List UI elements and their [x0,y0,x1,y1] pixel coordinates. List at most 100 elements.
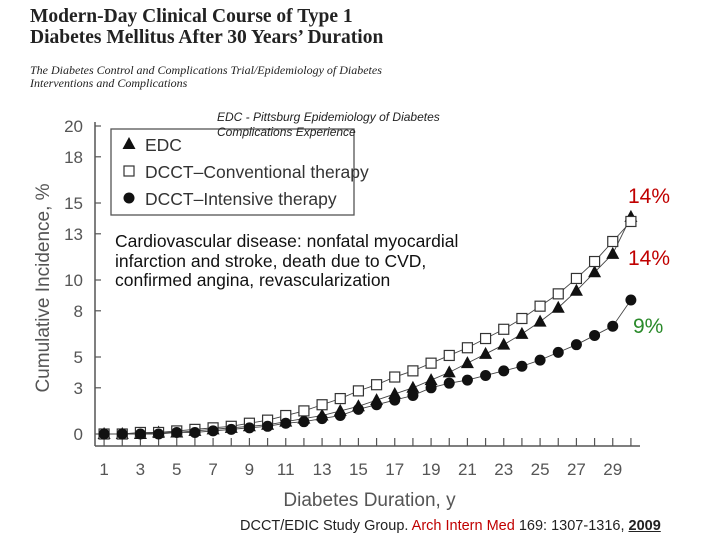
legend-marker-square [123,165,135,177]
data-point-triangle [533,314,547,327]
x-tick-label: 19 [422,460,441,479]
chart-subtitle: The Diabetes Control and Complications T… [30,64,382,90]
data-point-circle [116,428,128,440]
citation-year: 2009 [628,518,661,534]
data-point-square [570,272,583,285]
x-tick-label: 7 [208,460,217,479]
data-point-square [552,288,564,300]
x-tick-label: 5 [172,460,181,479]
y-tick-label: 0 [74,425,83,444]
data-point-square [370,379,383,391]
edc-note: EDC - Pittsburg Epidemiology of Diabetes… [217,110,440,140]
data-point-circle [425,382,437,394]
x-tick-label: 25 [531,460,550,479]
data-point-circle [189,426,201,438]
legend-marker-triangle [122,137,136,149]
data-point-circle [516,360,528,372]
data-point-square [588,255,601,268]
data-point-triangle [515,326,529,339]
data-point-square [389,371,401,383]
data-point-square [298,405,310,417]
x-tick-label: 15 [349,460,368,479]
data-point-circle [243,422,255,434]
data-point-triangle [460,356,474,369]
y-tick-label: 10 [64,271,83,290]
y-tick-label: 20 [64,117,83,136]
data-point-circle [407,390,419,401]
data-point-square [479,332,492,345]
data-point-circle [334,410,346,422]
data-point-triangle [606,246,620,259]
data-point-square [443,349,455,362]
data-point-triangle [497,337,511,350]
title-line-2: Diabetes Mellitus After 30 Years’ Durati… [30,27,384,48]
data-point-square [534,300,546,312]
legend-marker-circle [123,192,135,204]
x-tick-label: 17 [385,460,404,479]
data-point-square [425,357,437,369]
data-point-circle [225,423,237,435]
data-point-triangle [551,300,565,313]
title-line-1: Modern-Day Clinical Course of Type 1 [30,6,353,27]
data-point-circle [480,369,492,381]
citation-journal: Arch Intern Med [411,518,515,534]
legend-label-circle: DCCT–Intensive therapy [145,189,337,209]
data-point-circle [280,417,292,429]
data-point-circle [134,428,146,440]
data-point-circle [443,377,455,389]
data-point-square [352,385,365,397]
cardiovascular-note: Cardiovascular disease: nonfatal myocard… [115,231,459,290]
data-point-triangle [479,346,493,359]
data-point-triangle [406,380,420,393]
data-point-square [498,323,510,335]
data-point-circle [262,420,274,432]
y-tick-label: 18 [64,148,83,167]
x-tick-label: 9 [245,460,254,479]
data-point-triangle [569,283,583,296]
y-tick-label: 8 [74,302,83,321]
x-tick-label: 11 [277,460,295,479]
subtitle-line-2: Interventions and Complications [30,76,188,90]
data-point-circle [534,354,546,366]
series-line-circle [104,299,632,435]
y-tick-label: 3 [74,379,83,398]
end-label-square: 14% [628,185,670,208]
y-tick-label: 5 [74,348,83,367]
data-point-circle [570,339,582,351]
data-point-square [516,312,528,325]
data-point-triangle [442,365,456,378]
x-tick-label: 27 [567,460,586,479]
data-point-square [625,215,637,228]
x-tick-label: 13 [313,460,332,479]
series-circle [98,294,637,440]
x-tick-label: 21 [458,460,477,479]
data-point-circle [98,428,110,440]
data-point-square [461,342,474,354]
end-label-triangle: 14% [628,247,670,270]
data-point-circle [371,399,383,411]
data-point-circle [607,320,619,332]
legend-label-square: DCCT–Conventional therapy [145,162,369,182]
data-point-square [316,399,328,411]
data-point-circle [316,413,328,425]
data-point-circle [207,425,219,437]
chart-title: Modern-Day Clinical Course of Type 1 Dia… [30,6,383,48]
citation-authors: DCCT/EDIC Study Group. [240,518,409,534]
citation-details: 169: 1307-1316, [518,518,625,534]
x-tick-label: 1 [99,460,108,479]
data-point-circle [552,346,564,358]
data-point-circle [461,374,473,386]
data-point-triangle [424,373,438,386]
legend-label-triangle: EDC [145,135,182,155]
data-point-circle [589,329,601,341]
x-axis-label: Diabetes Duration, y [283,490,456,511]
data-point-square [407,365,419,377]
data-point-circle [352,403,364,415]
y-axis-label: Cumulative Incidence, % [33,183,54,392]
y-tick-label: 15 [64,194,83,213]
data-point-circle [498,365,510,377]
data-point-circle [171,426,183,438]
data-point-circle [153,428,165,440]
data-point-circle [625,294,637,306]
